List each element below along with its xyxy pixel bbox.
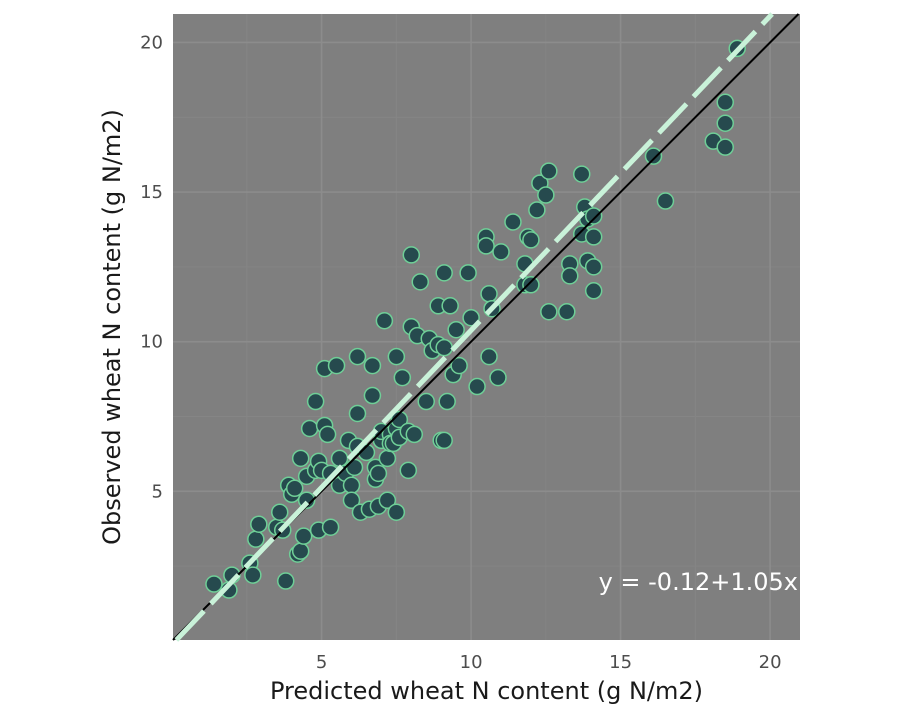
data-point: [393, 368, 412, 387]
data-points: [205, 39, 746, 599]
data-point: [363, 356, 382, 375]
data-point: [716, 114, 735, 132]
data-point: [205, 575, 223, 593]
data-point: [459, 264, 477, 282]
data-point: [441, 297, 459, 315]
data-point: [342, 491, 361, 510]
identity-reference-line: [172, 13, 800, 641]
y-axis-ticks: 5 10 15 20: [140, 32, 163, 502]
data-point: [348, 347, 367, 366]
data-point: [435, 431, 453, 450]
data-point: [291, 449, 310, 468]
data-point: [462, 308, 480, 327]
data-point: [504, 213, 522, 231]
data-point: [378, 491, 397, 510]
data-point: [716, 93, 735, 112]
x-tick-label: 15: [609, 652, 632, 673]
data-point: [417, 392, 436, 411]
data-point: [387, 347, 406, 366]
data-point: [480, 347, 498, 366]
data-point: [270, 503, 289, 521]
data-point: [447, 320, 465, 339]
y-axis-title: Observed wheat N content (g N/m2): [98, 109, 126, 545]
data-point: [399, 461, 418, 480]
x-axis-ticks: 5 10 15 20: [316, 652, 782, 673]
data-point: [348, 404, 367, 423]
data-point: [369, 464, 388, 483]
data-point: [405, 425, 424, 444]
data-point: [327, 356, 346, 375]
data-point: [489, 368, 507, 387]
y-tick-label: 20: [140, 32, 163, 53]
data-point: [438, 392, 456, 411]
data-point: [378, 449, 397, 468]
x-tick-label: 20: [759, 652, 782, 673]
data-point: [537, 186, 555, 204]
data-point: [294, 527, 313, 545]
data-point: [357, 443, 376, 462]
data-point: [584, 282, 603, 300]
data-point: [300, 419, 319, 438]
data-point: [492, 243, 510, 261]
data-point: [480, 285, 498, 303]
data-point: [522, 231, 540, 249]
data-point: [584, 258, 603, 276]
regression-equation-label: y = -0.12+1.05x: [599, 568, 798, 596]
data-point: [522, 276, 540, 294]
data-point: [387, 503, 406, 521]
data-point: [411, 273, 430, 291]
data-point: [572, 165, 591, 183]
data-point: [247, 530, 265, 548]
data-point: [528, 201, 546, 219]
x-tick-label: 5: [316, 652, 327, 673]
data-point: [477, 237, 495, 255]
data-point: [321, 518, 340, 536]
data-point: [306, 392, 325, 411]
data-point: [435, 264, 453, 282]
data-point: [342, 476, 361, 495]
data-point: [561, 267, 579, 285]
data-point: [584, 207, 603, 225]
data-point: [540, 162, 558, 180]
x-axis-title: Predicted wheat N content (g N/m2): [270, 677, 703, 705]
y-tick-label: 10: [140, 332, 163, 353]
data-point: [435, 338, 453, 357]
data-point: [345, 458, 364, 477]
data-point: [291, 542, 310, 560]
data-point: [402, 246, 421, 264]
data-point: [656, 192, 675, 210]
data-point: [390, 410, 409, 429]
data-point: [450, 356, 468, 375]
data-point: [584, 228, 603, 246]
minor-gridlines: [173, 14, 800, 640]
data-point: [468, 377, 486, 396]
data-point: [318, 425, 337, 444]
data-point: [330, 449, 349, 468]
data-point: [558, 302, 576, 321]
data-point: [363, 386, 382, 405]
data-point: [244, 566, 262, 584]
data-point: [644, 147, 663, 165]
data-point: [716, 138, 735, 156]
data-point: [375, 311, 394, 330]
data-point: [250, 515, 268, 533]
y-tick-label: 5: [152, 481, 163, 502]
regression-line: [174, 12, 774, 642]
data-point: [285, 479, 304, 498]
x-tick-label: 10: [460, 652, 483, 673]
data-point: [276, 572, 295, 590]
y-tick-label: 15: [140, 182, 163, 203]
data-point: [540, 302, 558, 321]
